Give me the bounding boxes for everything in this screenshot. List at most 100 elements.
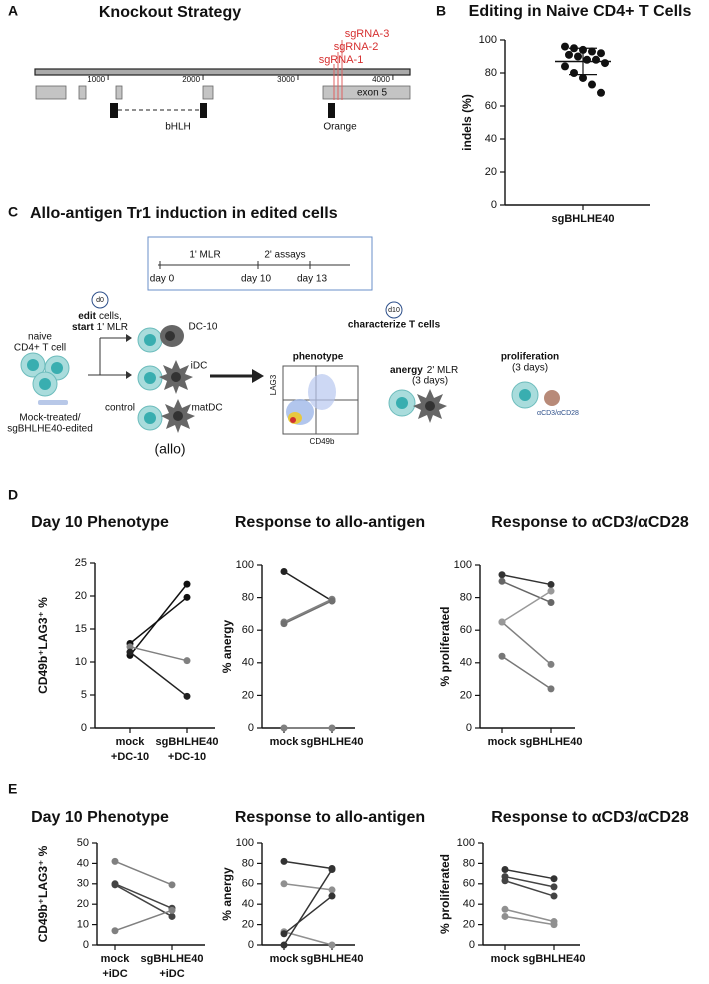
timeline-day: day 10: [241, 274, 271, 285]
domain-label: bHLH: [165, 122, 191, 133]
y-tick-label: 20: [485, 166, 497, 178]
y-axis-label: indels (%): [460, 94, 474, 151]
data-point: [498, 571, 506, 579]
y-tick-label: 100: [457, 837, 475, 849]
data-point: [574, 52, 582, 61]
y-tick-label: 40: [463, 898, 475, 910]
x-tick-label: sgBHLHE40: [520, 736, 583, 748]
data-point: [280, 724, 288, 732]
y-axis-label: % proliferated: [438, 606, 452, 686]
x-tick-label: +iDC: [102, 968, 127, 980]
step-label: edit cells,: [78, 311, 122, 322]
day-badge-label: d0: [96, 297, 104, 304]
series-line: [501, 655, 552, 690]
exon: [202, 85, 214, 100]
allo-label: (allo): [154, 441, 185, 457]
y-tick-label: 80: [485, 67, 497, 79]
y-axis-label: % proliferated: [438, 854, 452, 934]
series-line: [504, 868, 555, 880]
timeline-day: day 13: [297, 274, 327, 285]
data-point: [565, 50, 573, 59]
y-tick-label: 10: [77, 919, 89, 931]
data-point: [328, 724, 336, 732]
domain-box: [110, 103, 118, 118]
chart: Response to allo-antigen 0 20 40 60 80 100 % an…: [220, 809, 425, 965]
chart-title: Response to αCD3/αCD28: [491, 514, 689, 531]
nucleus: [519, 389, 531, 401]
series-line: [283, 931, 333, 946]
bead-label: αCD3/αCD28: [537, 410, 579, 417]
data-point: [588, 47, 596, 56]
panel-label: B: [436, 3, 446, 19]
y-tick-label: 25: [75, 557, 87, 569]
data-point: [183, 657, 191, 665]
data-point: [168, 881, 176, 889]
y-tick-label: 80: [242, 857, 254, 869]
arrowhead: [126, 334, 132, 379]
y-tick-label: 60: [463, 878, 475, 890]
x-tick-label: 2000: [182, 75, 200, 84]
x-tick-label: mock: [488, 736, 518, 748]
x-tick-label: mock: [270, 736, 300, 748]
y-tick-label: 100: [454, 559, 472, 571]
data-point: [588, 80, 596, 89]
edit-icon: [38, 400, 68, 405]
panel-title: Allo-antigen Tr1 induction in edited cel…: [30, 205, 338, 222]
y-tick-label: 40: [242, 657, 254, 669]
y-tick-label: 80: [463, 857, 475, 869]
matdc-cell: [161, 399, 195, 433]
series-line: [504, 908, 555, 923]
y-tick-label: 20: [77, 898, 89, 910]
sgrna-label: sgRNA-3: [345, 28, 390, 40]
panel-label: C: [8, 204, 18, 220]
series-line: [283, 869, 333, 946]
idc-cell: [159, 360, 193, 394]
y-tick-label: 0: [248, 722, 254, 734]
y-tick-label: 60: [485, 100, 497, 112]
data-point: [328, 866, 336, 874]
panel-title: Knockout Strategy: [99, 4, 241, 21]
day-badge: [91, 291, 109, 309]
timeline-phase: 2' assays: [264, 250, 305, 261]
data-point: [183, 580, 191, 588]
cell-label: Mock-treated/: [19, 413, 80, 424]
sgrna-label: sgRNA-2: [334, 41, 379, 53]
chart-title: Day 10 Phenotype: [31, 809, 169, 826]
data-point: [550, 883, 558, 891]
x-tick-label: 4000: [372, 75, 390, 84]
chart-title: Editing in Naive CD4+ T Cells: [469, 3, 692, 20]
data-point: [498, 618, 506, 626]
data-point: [550, 921, 558, 929]
data-point: [597, 88, 605, 97]
y-tick-label: 0: [83, 939, 89, 951]
exon: [35, 85, 67, 100]
x-tick-label: sgBHLHE40: [141, 953, 204, 965]
data-point: [328, 886, 336, 894]
data-point: [547, 660, 555, 668]
x-tick-label: 3000: [277, 75, 295, 84]
induction-panel: Allo-antigen Tr1 induction in edited cel…: [7, 205, 579, 456]
y-tick-label: 50: [77, 837, 89, 849]
y-tick-label: 0: [469, 939, 475, 951]
nucleus: [39, 378, 51, 390]
exon-label: exon 5: [357, 88, 387, 99]
sgrna-label: sgRNA-1: [319, 54, 364, 66]
step-text: cells,: [99, 311, 122, 322]
chart: Response to αCD3/αCD28 0 20 40 60 80 100 % prol…: [438, 514, 689, 748]
data-point: [547, 685, 555, 693]
data-point: [498, 652, 506, 660]
y-tick-label: 80: [242, 592, 254, 604]
x-tick-label: sgBHLHE40: [301, 736, 364, 748]
knockout-panel: Knockout Strategy exon 5 bHLH Orange sgR…: [34, 4, 411, 133]
day-badge: [385, 301, 403, 319]
series-line: [504, 915, 555, 926]
y-tick-label: 20: [242, 689, 254, 701]
x-tick-label: mock: [116, 736, 146, 748]
series-line: [283, 895, 333, 935]
cell-label: DC-10: [189, 322, 218, 333]
y-tick-label: 40: [77, 857, 89, 869]
x-tick-label: 1000: [87, 75, 105, 84]
nucleus: [27, 359, 39, 371]
assay-label: anergy 2' MLR: [390, 365, 458, 376]
